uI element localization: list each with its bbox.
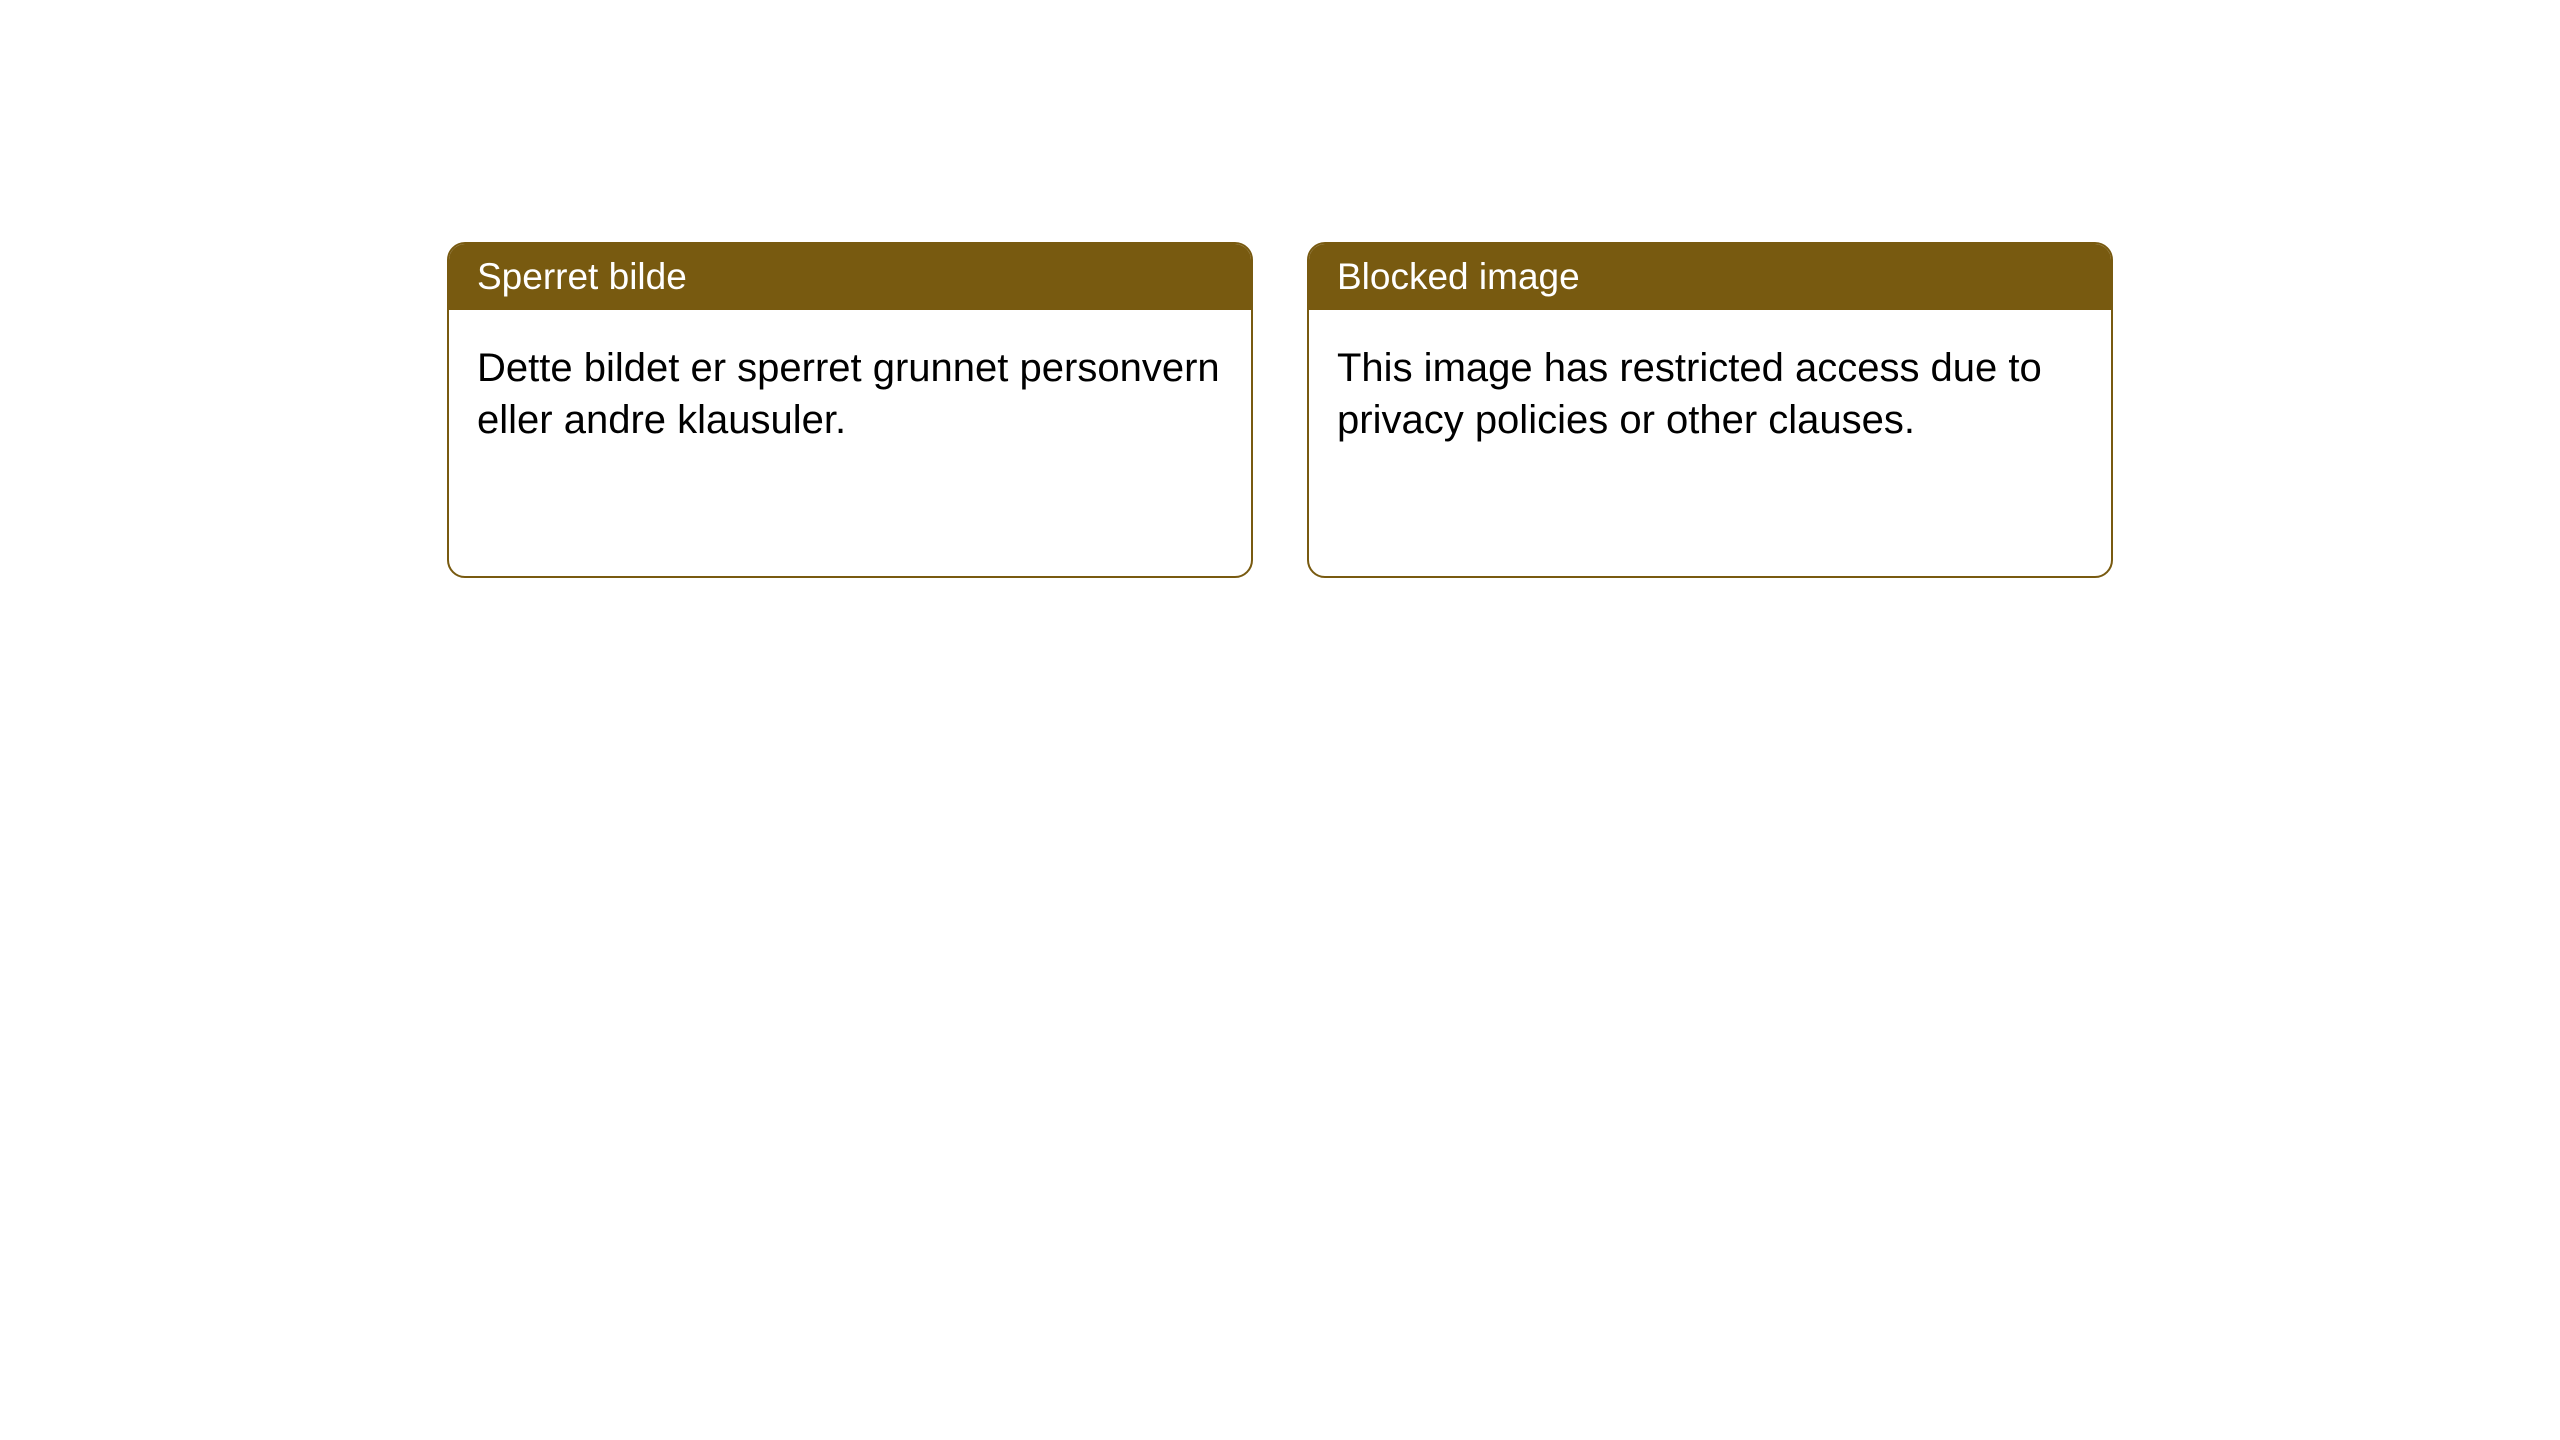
card-title: Blocked image [1337, 256, 1580, 297]
card-body: This image has restricted access due to … [1309, 310, 2111, 478]
card-title: Sperret bilde [477, 256, 687, 297]
card-header: Sperret bilde [449, 244, 1251, 310]
notice-card-norwegian: Sperret bilde Dette bildet er sperret gr… [447, 242, 1253, 578]
notice-cards-container: Sperret bilde Dette bildet er sperret gr… [447, 242, 2113, 578]
notice-card-english: Blocked image This image has restricted … [1307, 242, 2113, 578]
card-header: Blocked image [1309, 244, 2111, 310]
card-body: Dette bildet er sperret grunnet personve… [449, 310, 1251, 478]
card-body-text: This image has restricted access due to … [1337, 346, 2042, 442]
card-body-text: Dette bildet er sperret grunnet personve… [477, 346, 1220, 442]
